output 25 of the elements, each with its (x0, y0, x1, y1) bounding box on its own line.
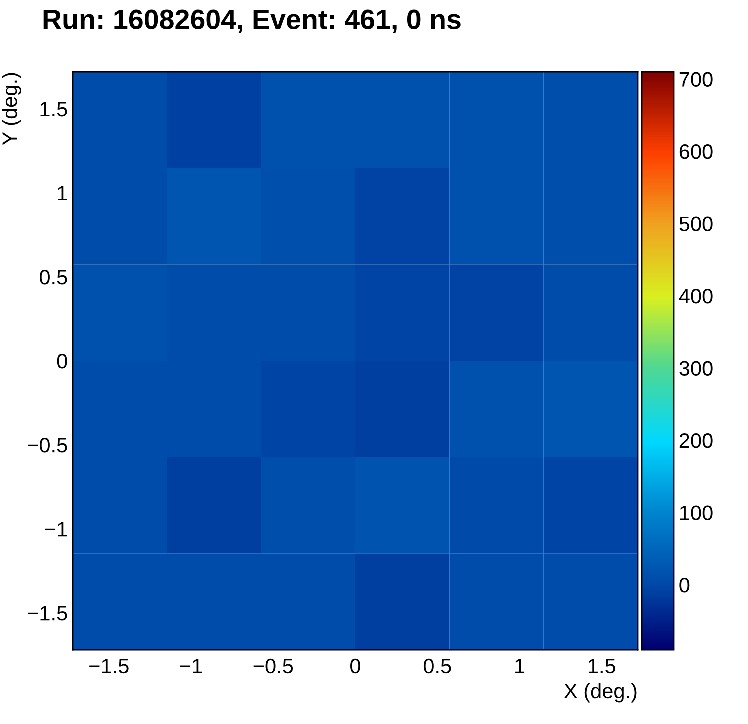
color-bar-label: 200 (680, 433, 713, 448)
y-tick-label: −1.5 (28, 606, 68, 621)
y-tick-label: −1 (45, 522, 68, 537)
color-bar-label: 300 (680, 361, 713, 376)
color-bar-label: 700 (680, 72, 713, 87)
chart-title: Run: 16082604, Event: 461, 0 ns (44, 10, 461, 34)
x-tick-label: 0.5 (424, 658, 452, 674)
y-tick-label: 0.5 (40, 270, 68, 285)
y-tick-label: 0 (57, 354, 68, 369)
x-tick-label: 1.5 (588, 659, 616, 674)
x-tick-label: 1 (516, 659, 525, 674)
y-axis-title: Y (deg.) (2, 73, 22, 146)
x-tick-label: −1.5 (90, 659, 129, 674)
x-axis-title: X (deg.) (564, 683, 637, 703)
color-bar-label: 600 (680, 144, 713, 160)
x-tick-label: −1 (180, 659, 202, 674)
y-tick-label: −0.5 (28, 438, 68, 453)
color-bar-label: 400 (679, 288, 713, 304)
color-bar-label: 500 (680, 216, 713, 232)
color-bar-label: 100 (680, 506, 713, 520)
color-bar-label: 0 (680, 578, 690, 593)
x-tick-label: 0 (350, 658, 360, 674)
x-tick-label: −0.5 (254, 658, 294, 674)
y-tick-label: 1 (58, 186, 68, 201)
y-tick-label: 1.5 (40, 102, 68, 117)
